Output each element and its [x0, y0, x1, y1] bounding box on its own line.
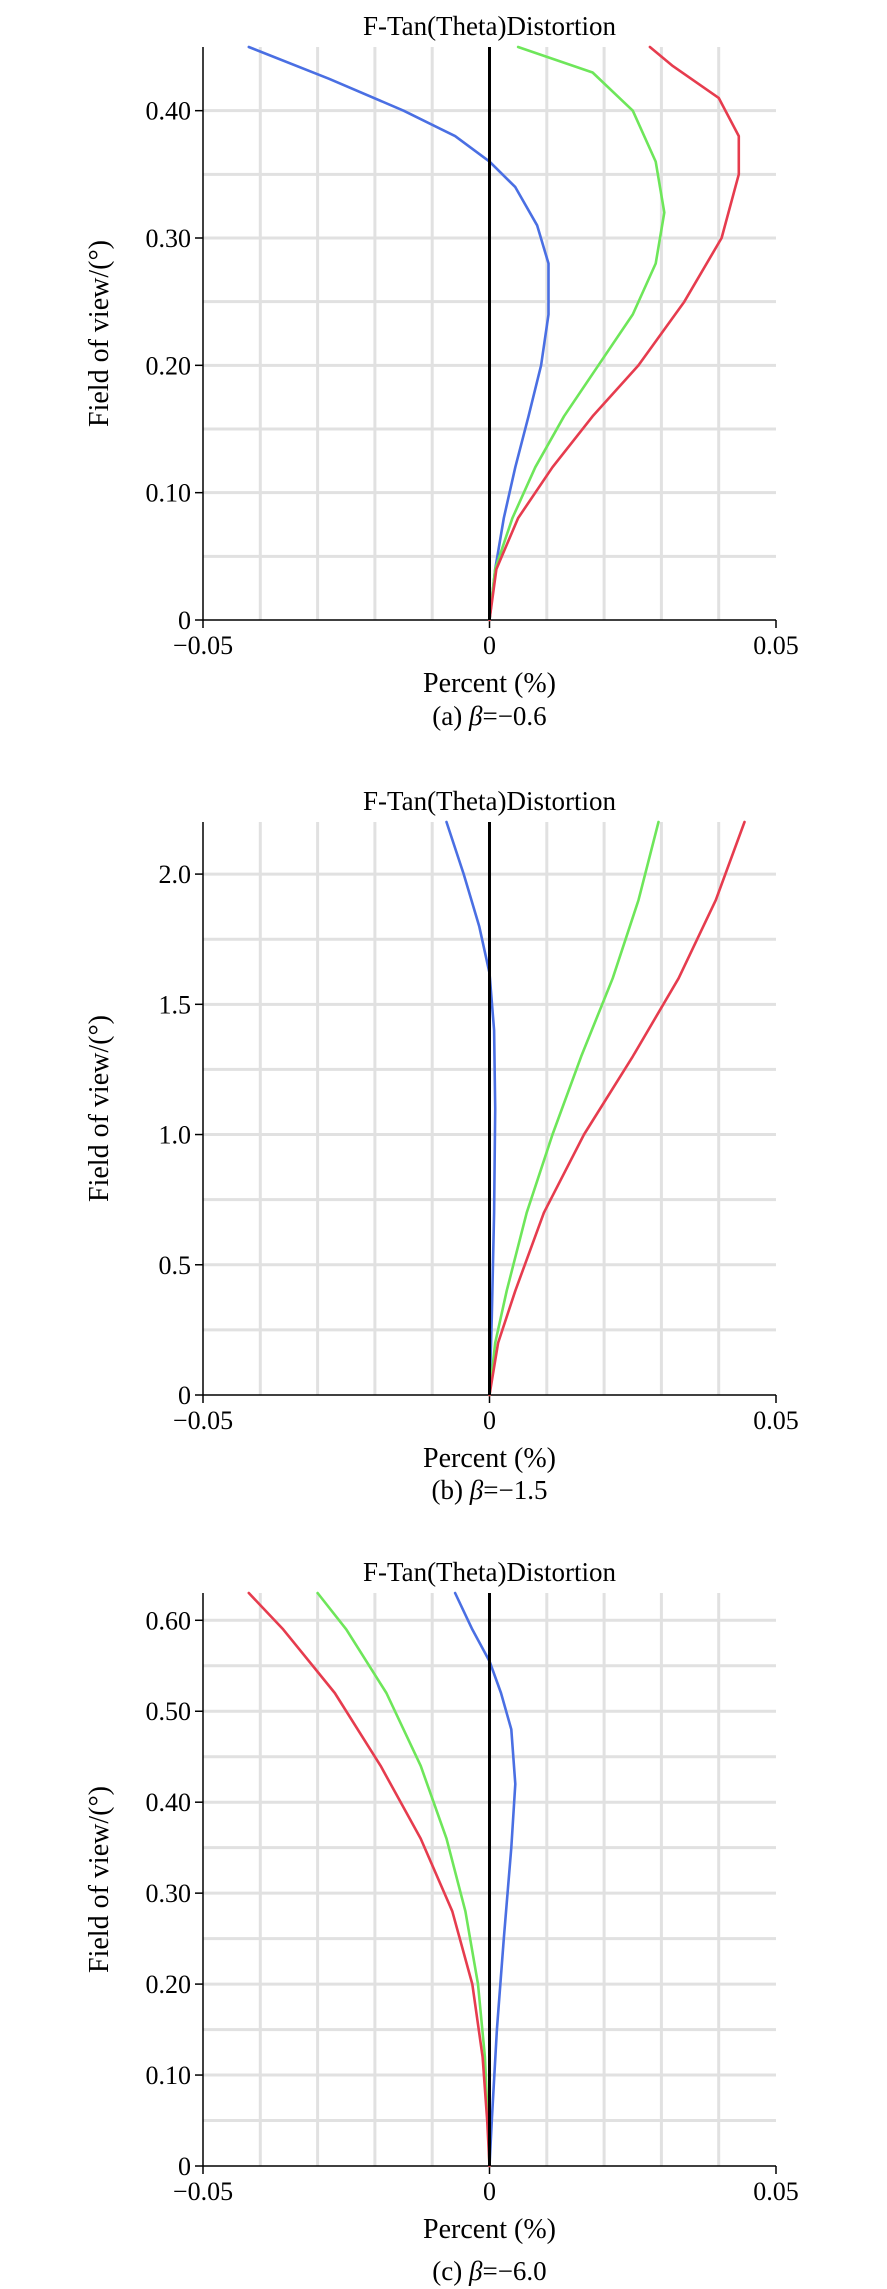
series-line-1 [445, 820, 497, 1397]
x-tick-label: −0.05 [173, 1406, 233, 1435]
y-tick-label: 0.30 [146, 224, 192, 253]
y-tick-label: 0.10 [146, 479, 192, 508]
chart-title: F-Tan(Theta)Distortion [363, 786, 617, 816]
series-line-2 [488, 820, 660, 1397]
series-line-1 [247, 45, 550, 622]
y-tick-label: 0.40 [146, 97, 192, 126]
y-axis-label: Field of view/(°) [84, 240, 115, 427]
panel-caption: (a) β=−0.6 [432, 701, 546, 731]
grid [203, 822, 776, 1395]
panel-caption: (b) β=−1.5 [432, 1475, 548, 1505]
y-tick-label: 0.40 [146, 1788, 192, 1817]
chart-panel-b: F-Tan(Theta)Distortion−0.05 0 0.0500.51.01… [84, 786, 799, 1505]
caption-prefix: (a) [432, 701, 469, 731]
caption-value: =−0.6 [482, 701, 546, 731]
x-tick-label: 0.05 [753, 2177, 799, 2206]
y-tick-label: 0.10 [146, 2061, 192, 2090]
panel-caption: (c) β=−6.0 [432, 2256, 546, 2286]
y-tick-label: 0.20 [146, 351, 192, 380]
caption-prefix: (c) [432, 2256, 469, 2286]
series-line-3 [247, 1591, 491, 2168]
x-tick-label: 0 [483, 631, 496, 660]
x-tick-label: 0 [483, 2177, 496, 2206]
x-tick-label: −0.05 [173, 631, 233, 660]
caption-symbol: β [469, 1475, 484, 1505]
x-axis-label: Percent (%) [423, 1443, 556, 1474]
y-tick-label: 0 [178, 606, 191, 635]
y-axis-label: Field of view/(°) [84, 1786, 115, 1973]
caption-value: =−6.0 [482, 2256, 546, 2286]
y-tick-label: 0.60 [146, 1606, 192, 1635]
y-tick-label: 0.30 [146, 1879, 192, 1908]
series-line-2 [488, 45, 666, 622]
x-tick-label: 0.05 [753, 631, 799, 660]
chart-panel-c: F-Tan(Theta)Distortion−0.05 0 0.0500.100.2… [84, 1557, 799, 2286]
x-tick-label: −0.05 [173, 2177, 233, 2206]
caption-symbol: β [468, 2256, 483, 2286]
series-line-3 [488, 820, 746, 1397]
y-tick-label: 0.5 [159, 1251, 192, 1280]
x-tick-label: 0.05 [753, 1406, 799, 1435]
series-line-2 [316, 1591, 491, 2168]
y-tick-label: 0 [178, 1381, 191, 1410]
x-tick-label: 0 [483, 1406, 496, 1435]
y-tick-label: 0 [178, 2152, 191, 2181]
y-axis-label: Field of view/(°) [84, 1015, 115, 1202]
series-line-3 [488, 45, 741, 622]
x-axis-label: Percent (%) [423, 2214, 556, 2245]
chart-panel-a: F-Tan(Theta)Distortion−0.05 0 0.0500.100.2… [84, 11, 799, 731]
y-tick-label: 1.5 [159, 990, 192, 1019]
chart-title: F-Tan(Theta)Distortion [363, 1557, 617, 1587]
y-tick-label: 0.20 [146, 1970, 192, 1999]
y-tick-label: 2.0 [159, 860, 192, 889]
series-line-1 [453, 1591, 517, 2168]
chart-title: F-Tan(Theta)Distortion [363, 11, 617, 41]
caption-value: =−1.5 [483, 1475, 547, 1505]
caption-symbol: β [468, 701, 483, 731]
y-tick-label: 1.0 [159, 1121, 192, 1150]
x-axis-label: Percent (%) [423, 668, 556, 699]
y-tick-label: 0.50 [146, 1697, 192, 1726]
caption-prefix: (b) [432, 1475, 470, 1505]
